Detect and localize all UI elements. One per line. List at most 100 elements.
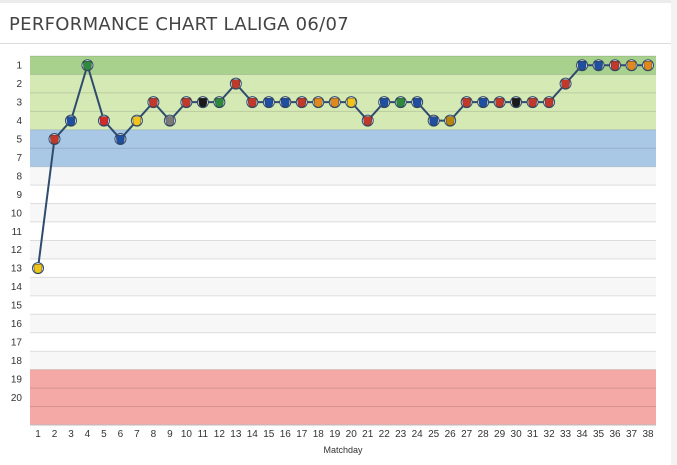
club-crest-icon <box>445 116 455 126</box>
data-point <box>642 59 654 72</box>
x-tick-label: 17 <box>296 429 308 440</box>
x-tick-label: 12 <box>214 429 226 440</box>
y-tick-label: 20 <box>11 393 23 404</box>
club-crest-icon <box>627 60 636 71</box>
chart-title: PERFORMANCE CHART LALIGA 06/07 <box>9 14 350 35</box>
data-point <box>262 96 275 109</box>
club-crest-icon <box>478 97 488 108</box>
row-background <box>30 185 656 204</box>
y-tick-label: 13 <box>11 264 23 275</box>
x-tick-label: 31 <box>527 429 539 440</box>
row-background <box>30 166 656 186</box>
club-crest-icon <box>182 97 191 108</box>
x-tick-label: 6 <box>118 429 124 440</box>
row-background <box>30 351 656 370</box>
club-crest-icon <box>198 97 208 108</box>
x-tick-label: 28 <box>478 429 490 440</box>
data-point <box>64 114 77 127</box>
club-crest-icon <box>264 97 274 108</box>
x-axis-ticks: 1 2 3 4 5 6 7 8 9 10 11 12 13 14 15 16 17 18 19 20 21 22 23 24 2… <box>35 429 654 440</box>
club-crest-icon <box>99 116 109 126</box>
y-tick-label: 5 <box>16 135 22 146</box>
club-crest-icon <box>577 60 587 71</box>
club-crest-icon <box>83 60 92 71</box>
position-bands <box>30 56 656 425</box>
data-point <box>213 96 226 109</box>
y-tick-label: 4 <box>16 116 22 127</box>
x-tick-label: 33 <box>560 429 572 440</box>
data-point <box>180 96 193 109</box>
title-divider <box>0 43 671 44</box>
club-crest-icon <box>462 97 471 108</box>
club-crest-icon <box>297 97 307 108</box>
data-point <box>32 262 44 275</box>
data-point <box>576 59 589 72</box>
y-tick-label: 9 <box>16 190 22 201</box>
data-point <box>411 96 424 109</box>
data-point <box>526 96 539 109</box>
club-crest-icon <box>116 134 125 145</box>
row-background <box>30 203 656 223</box>
y-tick-label: 19 <box>11 374 23 385</box>
x-tick-label: 4 <box>85 429 91 440</box>
x-tick-label: 8 <box>151 429 157 440</box>
row-background <box>30 258 656 278</box>
club-crest-icon <box>50 134 59 145</box>
y-tick-label: 3 <box>16 98 22 109</box>
x-tick-label: 29 <box>494 429 506 440</box>
x-tick-label: 13 <box>230 429 242 440</box>
x-tick-label: 37 <box>626 429 638 440</box>
club-crest-icon <box>561 79 570 89</box>
band-18-20 <box>30 369 656 425</box>
x-tick-label: 16 <box>280 429 292 440</box>
x-tick-label: 1 <box>35 429 41 440</box>
x-tick-label: 7 <box>134 429 140 440</box>
y-tick-label: 12 <box>11 245 23 256</box>
x-tick-label: 18 <box>313 429 325 440</box>
data-point <box>81 59 94 72</box>
club-crest-icon <box>346 97 356 108</box>
y-tick-label: 11 <box>12 227 23 238</box>
y-tick-label: 18 <box>11 356 23 367</box>
x-tick-label: 22 <box>379 429 391 440</box>
data-point <box>394 96 407 109</box>
x-tick-label: 11 <box>198 429 209 440</box>
grid-lines <box>30 55 656 426</box>
x-tick-label: 3 <box>68 429 74 440</box>
y-tick-label: 15 <box>11 301 23 312</box>
club-crest-icon <box>643 60 653 71</box>
club-crest-icon <box>379 97 389 108</box>
data-point <box>609 59 622 72</box>
y-tick-label: 17 <box>11 337 23 348</box>
x-tick-label: 35 <box>593 429 605 440</box>
row-background <box>30 222 656 241</box>
club-crest-icon <box>165 116 175 126</box>
club-crest-icon <box>215 97 224 108</box>
data-point <box>378 96 391 109</box>
x-tick-label: 25 <box>428 429 440 440</box>
data-point <box>444 114 457 127</box>
row-background <box>30 332 656 352</box>
y-tick-label: 7 <box>16 153 22 164</box>
club-crest-icon <box>132 116 142 126</box>
club-crest-icon <box>314 97 323 108</box>
data-point <box>510 96 523 109</box>
data-point <box>130 114 143 127</box>
data-point <box>246 96 259 109</box>
data-point <box>196 96 209 109</box>
x-tick-label: 21 <box>362 429 374 440</box>
club-crest-icon <box>594 60 603 71</box>
data-point <box>279 96 292 109</box>
right-scroll-edge <box>671 0 677 465</box>
x-tick-label: 19 <box>329 429 341 440</box>
club-crest-icon <box>495 97 504 108</box>
club-crest-icon <box>429 116 438 126</box>
data-point <box>477 96 490 109</box>
club-crest-icon <box>363 116 372 126</box>
y-tick-label: 16 <box>11 319 23 330</box>
y-tick-label: 1 <box>16 61 22 72</box>
y-tick-label: 2 <box>16 79 22 90</box>
data-point <box>328 96 341 109</box>
x-tick-label: 10 <box>181 429 193 440</box>
